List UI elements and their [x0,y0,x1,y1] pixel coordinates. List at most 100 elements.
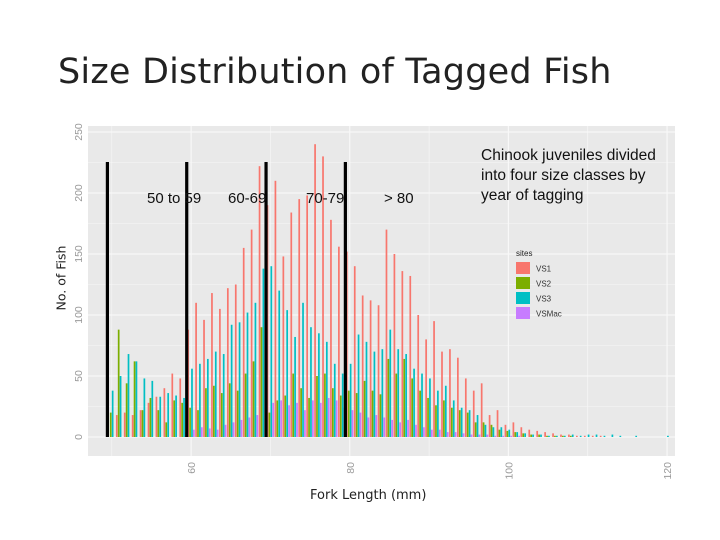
y-tick-label: 250 [73,123,85,141]
bar-vs1 [219,308,221,437]
bar-vs2 [530,434,533,437]
bar-vs2 [181,402,183,437]
bar-vs2 [173,400,176,437]
bar-vsmac [216,429,219,437]
bar-vs3 [532,434,534,437]
bar-vs2 [276,400,279,437]
bar-vs2 [466,412,469,437]
bar-vs2 [419,390,421,437]
bar-vs3 [302,302,304,437]
bar-vs1 [330,219,332,437]
bar-vs3 [183,397,185,437]
bar-vsmac [502,435,505,437]
bar-vs2 [387,358,390,437]
bar-vs1 [464,378,467,437]
bar-vs3 [214,351,217,437]
bar-vs3 [262,268,265,437]
bar-vs1 [401,271,404,437]
bar-vs2 [117,329,120,437]
bar-vsmac [510,435,513,437]
bar-vs3 [159,396,162,437]
bar-vs1 [369,300,372,437]
bar-vs1 [139,410,142,437]
bar-vs1 [472,390,475,437]
bar-vs2 [522,433,525,437]
bar-vs1 [441,351,443,437]
bar-vs1 [560,434,562,437]
bar-vs1 [290,212,293,437]
bar-vs2 [284,395,287,437]
bar-vsmac [438,429,441,437]
bar-vsmac [478,434,481,437]
bar-vsmac [446,432,449,437]
bar-vs1 [322,156,324,437]
x-tick-label: 80 [345,462,357,474]
bar-vs1 [123,412,126,437]
bar-vs1 [179,378,182,437]
bar-vs3 [548,435,550,437]
bar-vsmac [415,424,417,437]
bar-vs3 [111,390,114,437]
bar-vsmac [486,434,489,437]
legend-swatch-vsmac [516,307,530,319]
bar-vs1 [433,321,435,437]
bar-vs3 [357,334,360,437]
bar-vs2 [554,435,556,437]
bar-vs3 [381,349,384,437]
bar-vs1 [568,434,570,437]
bar-vs3 [603,435,606,437]
bar-vsmac [296,402,298,437]
legend-label-vs1: VS1 [536,265,552,274]
bar-vs2 [569,435,572,437]
bar-vs3 [135,361,138,437]
bar-vs3 [286,310,289,437]
bar-vs3 [230,324,233,437]
bar-vs3 [151,380,154,437]
bar-vs1 [425,339,427,437]
bar-vs2 [244,373,247,437]
bar-vs3 [492,427,495,437]
bar-vs3 [413,368,415,437]
bar-vs2 [395,373,398,437]
bar-vs3 [508,429,511,437]
legend-swatch-vs1 [516,262,530,274]
bar-vsmac [383,417,386,437]
bar-vs3 [199,363,201,437]
bar-vs3 [587,434,590,437]
annotation-line: into four size classes by [481,167,646,184]
bar-vs1 [417,315,420,437]
bar-vs2 [355,393,358,437]
bar-vs1 [353,266,356,437]
bar-vs2 [498,429,501,437]
bar-vsmac [224,424,227,437]
bar-vs2 [562,435,564,437]
bar-vs2 [435,405,437,437]
bar-vs1 [512,422,515,437]
bar-vs3 [222,354,225,437]
bar-vsmac [399,422,401,437]
annotation-line: year of tagging [481,187,584,204]
bar-vs1 [504,424,507,437]
bar-vs1 [250,229,253,437]
bar-vsmac [494,435,497,437]
bar-vs2 [474,422,477,437]
bar-vs1 [552,433,554,437]
bar-vs1 [282,256,285,437]
bar-vs3 [127,354,130,437]
bar-vs2 [332,388,334,437]
bar-vs3 [341,373,344,437]
bar-vs3 [333,363,336,437]
bar-vs2 [228,383,231,437]
bar-vs1 [377,305,380,437]
bar-vs1 [155,396,158,437]
size-class-label: 70-79 [306,190,344,207]
slide-title: Size Distribution of Tagged Fish [58,52,612,92]
legend-swatch-vs2 [516,277,530,289]
bar-vs1 [393,254,396,437]
bar-vsmac [240,419,243,437]
bar-vsmac [208,428,211,437]
bar-vs3 [238,322,241,437]
bar-vs3 [175,395,177,437]
bar-vs2 [546,435,548,437]
bar-vs3 [635,435,638,437]
